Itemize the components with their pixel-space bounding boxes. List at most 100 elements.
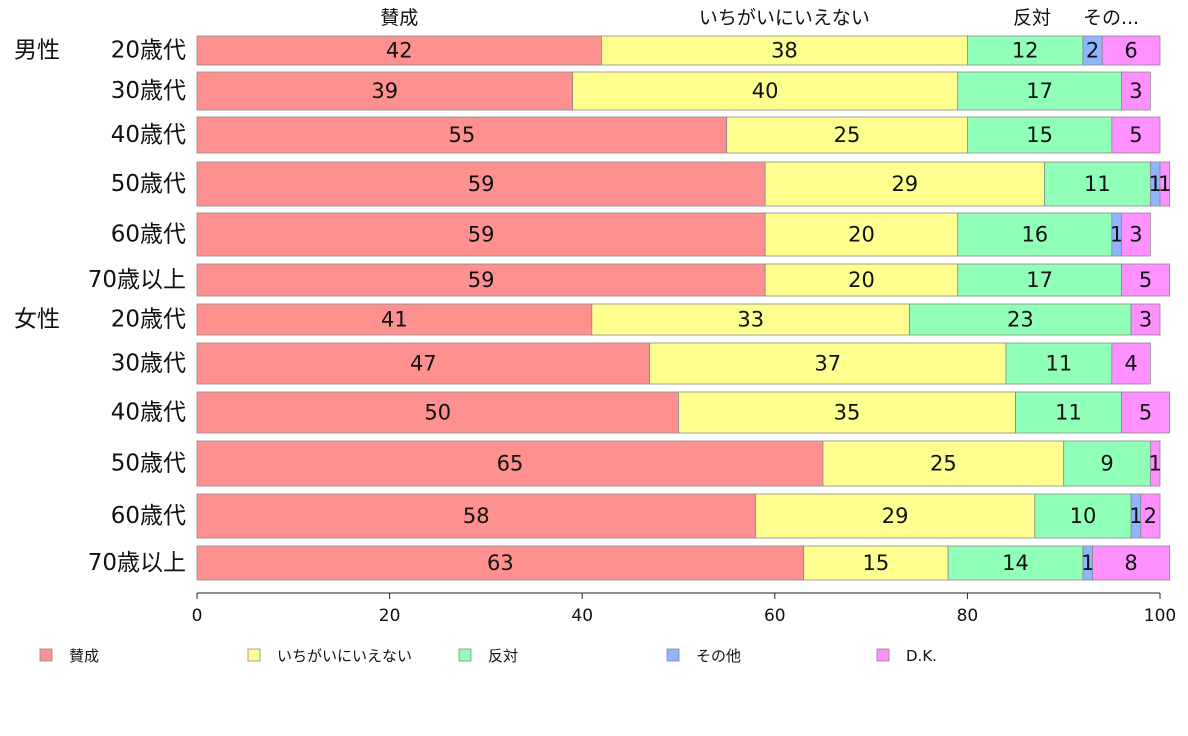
category-label: 70歳以上 [88, 267, 186, 293]
bar-segment [1044, 161, 1151, 207]
category-label: 20歳代 [111, 38, 186, 64]
data-label: 23 [1007, 308, 1034, 332]
data-label: 50 [424, 401, 451, 425]
data-label: 2 [1086, 39, 1099, 63]
data-label: 55 [448, 123, 475, 147]
data-label: 3 [1139, 308, 1152, 332]
bar-segment [1015, 391, 1122, 434]
data-label: 29 [882, 504, 909, 528]
bar-segment [196, 263, 766, 297]
data-label: 1 [1081, 551, 1094, 575]
legend-label: その他 [696, 647, 741, 665]
data-label: 5 [1139, 401, 1152, 425]
bar-segment [947, 545, 1084, 581]
data-label: 1 [1129, 504, 1142, 528]
data-label: 59 [468, 223, 495, 247]
data-label: 25 [930, 452, 957, 476]
data-label: 47 [410, 352, 437, 376]
data-label: 3 [1129, 223, 1142, 247]
bar-segment [957, 212, 1113, 257]
bar-segment [196, 35, 602, 66]
data-label: 10 [1070, 504, 1097, 528]
bar-segment [196, 161, 766, 207]
bar-segment [764, 212, 959, 257]
data-label: 20 [848, 223, 875, 247]
category-label: 20歳代 [111, 307, 186, 333]
data-label: 8 [1124, 551, 1137, 575]
data-label: 17 [1026, 79, 1053, 103]
data-label: 3 [1129, 79, 1142, 103]
bar-segment [1140, 493, 1161, 539]
group-label: 女性 [14, 307, 60, 333]
data-label: 39 [371, 79, 398, 103]
data-label: 5 [1139, 268, 1152, 292]
category-label: 60歳代 [111, 503, 186, 529]
bar-segment [1159, 161, 1171, 207]
data-label: 33 [737, 308, 764, 332]
category-label: 30歳代 [111, 78, 186, 104]
category-label: 70歳以上 [88, 550, 186, 576]
bar-segment [1101, 35, 1161, 66]
data-label: 11 [1055, 401, 1082, 425]
category-label: 40歳代 [111, 122, 186, 148]
bar-segment [1121, 391, 1171, 434]
bar-segment [196, 545, 805, 581]
bar-segment [1092, 545, 1171, 581]
data-label: 14 [1002, 551, 1029, 575]
data-label: 20 [848, 268, 875, 292]
x-tick-label: 100 [1144, 606, 1176, 626]
x-tick-label: 80 [957, 606, 979, 626]
bar-segment [591, 303, 911, 336]
top-series-labels: 賛成 いちがいにいえない 反対 その... [380, 7, 1139, 29]
bar-segment [726, 116, 968, 154]
bar-segment [1121, 263, 1171, 297]
bar-segment [764, 161, 1045, 207]
data-label: 12 [1012, 39, 1039, 63]
bar-segment [678, 391, 1016, 434]
x-tick-label: 40 [571, 606, 593, 626]
bar-segment [196, 493, 756, 539]
data-label: 15 [1026, 123, 1053, 147]
top-series-label: 賛成 [380, 7, 418, 29]
data-label: 6 [1124, 39, 1137, 63]
bar-segment [1063, 440, 1151, 487]
x-tick-label: 60 [764, 606, 786, 626]
legend-swatch [458, 648, 472, 662]
data-label: 2 [1144, 504, 1157, 528]
bar-segment [1111, 342, 1151, 385]
category-label: 50歳代 [111, 171, 186, 197]
category-label: 60歳代 [111, 222, 186, 248]
data-label: 11 [1046, 352, 1073, 376]
data-label: 38 [771, 39, 798, 63]
data-label: 58 [463, 504, 490, 528]
category-label: 50歳代 [111, 451, 186, 477]
x-axis: 0 20 40 60 80 100 [192, 592, 1176, 626]
bar-segment [967, 35, 1084, 66]
group-label: 男性 [14, 38, 60, 64]
bar-segment [196, 116, 728, 154]
legend-swatch [39, 648, 53, 662]
bar-segment [196, 71, 573, 111]
bar-segment [196, 440, 824, 487]
data-label: 4 [1124, 352, 1137, 376]
data-label: 29 [891, 172, 918, 196]
bar-segment [196, 303, 593, 336]
category-label: 30歳代 [111, 351, 186, 377]
bar-segment [196, 391, 679, 434]
data-label: 5 [1129, 123, 1142, 147]
category-labels: 20歳代男性30歳代40歳代50歳代60歳代70歳以上20歳代女性30歳代40歳… [14, 38, 186, 577]
bar-segment [1130, 303, 1161, 336]
data-label: 9 [1100, 452, 1113, 476]
data-label: 41 [381, 308, 408, 332]
legend-label: いちがいにいえない [277, 647, 412, 665]
data-label: 1 [1148, 452, 1161, 476]
bar-segment [1111, 116, 1161, 154]
data-label: 65 [497, 452, 524, 476]
data-label: 25 [834, 123, 861, 147]
top-series-label: いちがいにいえない [699, 7, 870, 29]
bar-segment [1005, 342, 1113, 385]
data-label: 1 [1158, 172, 1171, 196]
legend-swatch [876, 648, 890, 662]
